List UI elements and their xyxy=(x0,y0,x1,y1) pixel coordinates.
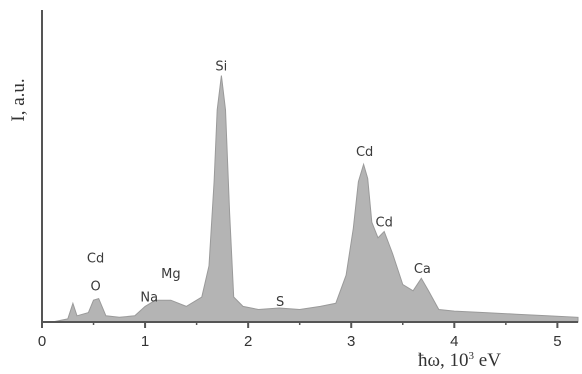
y-axis-title: I, a.u. xyxy=(8,78,29,121)
peak-label: O xyxy=(90,279,100,294)
spectrum-area xyxy=(52,75,579,323)
peak-label: Si xyxy=(215,59,227,74)
peak-label: Cd xyxy=(87,251,104,266)
x-axis-title: ħω, 103 eV xyxy=(418,350,501,371)
x-tick-label: 5 xyxy=(553,333,561,350)
x-tick-label: 0 xyxy=(38,333,46,350)
peak-label: Mg xyxy=(161,267,180,282)
x-axis-title-exponent: 3 xyxy=(469,350,475,362)
x-axis-title-unit: eV xyxy=(474,350,501,371)
x-tick-label: 2 xyxy=(244,333,252,350)
peak-label: Ca xyxy=(414,262,431,277)
x-ticks: 0 1 2 3 4 5 xyxy=(38,322,562,350)
x-tick-label: 3 xyxy=(347,333,355,350)
x-axis-title-main: ħω, 10 xyxy=(418,350,469,371)
x-tick-label: 4 xyxy=(450,333,458,350)
peak-label: Cd xyxy=(376,215,393,230)
peak-label: S xyxy=(276,295,284,310)
peak-label: Na xyxy=(140,290,158,305)
x-tick-label: 1 xyxy=(141,333,149,350)
peak-label: Cd xyxy=(356,145,373,160)
